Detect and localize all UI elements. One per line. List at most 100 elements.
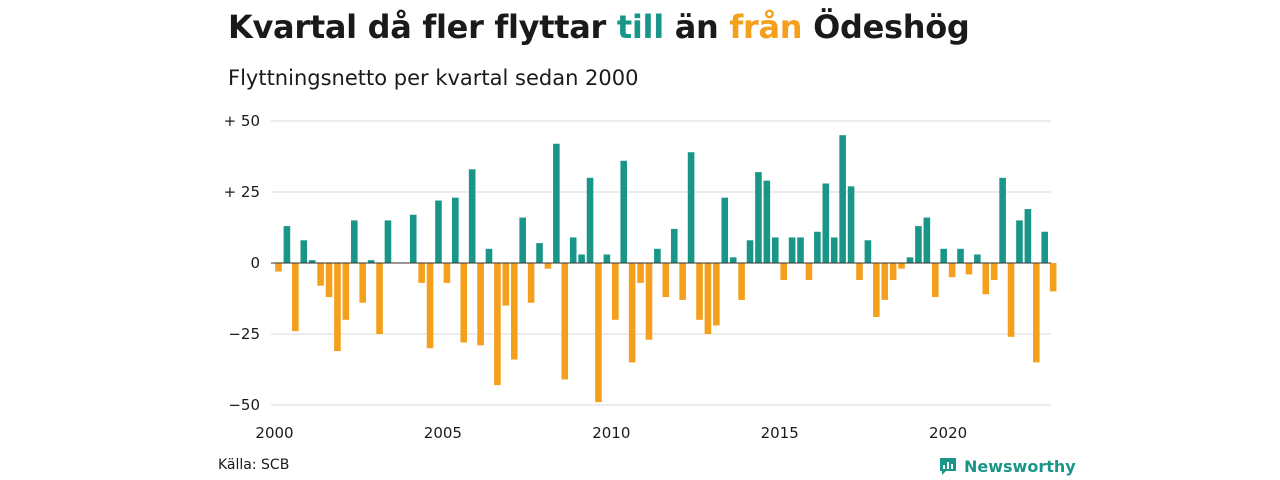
title-part-1: Kvartal då fler flyttar xyxy=(228,8,617,46)
bar xyxy=(729,257,737,263)
bar xyxy=(544,263,552,269)
bar xyxy=(317,263,324,286)
bar xyxy=(510,263,518,360)
bar xyxy=(738,263,745,300)
bar xyxy=(561,263,569,380)
y-tick-label: + 25 xyxy=(224,183,260,201)
bar xyxy=(350,220,358,263)
bar xyxy=(746,240,754,263)
bar xyxy=(620,160,628,263)
bar xyxy=(569,237,577,263)
bar xyxy=(814,231,821,263)
bar xyxy=(940,248,947,263)
bar xyxy=(645,263,653,340)
bar xyxy=(948,263,956,278)
bar xyxy=(999,177,1006,263)
bar xyxy=(1007,263,1015,337)
bar xyxy=(679,263,686,300)
bar xyxy=(797,237,804,263)
bar xyxy=(1049,263,1057,292)
grid-lines xyxy=(271,120,1051,406)
bar xyxy=(477,263,484,346)
bar xyxy=(982,263,990,295)
bar xyxy=(359,263,366,303)
chart-subtitle: Flyttningsnetto per kvartal sedan 2000 xyxy=(228,66,639,90)
x-tick-label: 2020 xyxy=(929,424,967,442)
bar xyxy=(771,237,779,263)
bar xyxy=(654,248,661,263)
bar xyxy=(788,237,796,263)
bar xyxy=(342,263,350,320)
bar xyxy=(805,263,813,281)
bar xyxy=(839,135,846,263)
bar xyxy=(830,237,838,263)
bar xyxy=(721,197,729,263)
bar xyxy=(957,248,964,263)
bar xyxy=(696,263,703,320)
y-tick-label: −50 xyxy=(228,396,260,414)
bar xyxy=(452,197,459,263)
bar xyxy=(334,263,341,352)
bar xyxy=(578,254,585,263)
title-part-2: än xyxy=(663,8,730,46)
bar xyxy=(889,263,897,281)
bar xyxy=(864,240,872,263)
bar xyxy=(553,143,560,263)
bar xyxy=(384,220,392,263)
bar xyxy=(536,243,543,263)
bar xyxy=(527,263,535,303)
bar xyxy=(670,228,678,263)
bar xyxy=(460,263,468,343)
bar xyxy=(881,263,889,300)
bar xyxy=(275,263,282,272)
axis-labels: + 50 + 25 0 −25 −50 2000 2005 2010 2015 2020 xyxy=(224,112,968,442)
bar xyxy=(1041,231,1049,263)
brand: Newsworthy xyxy=(938,456,1076,476)
y-tick-label: 0 xyxy=(250,254,260,272)
bar xyxy=(1016,220,1023,263)
bar xyxy=(662,263,670,298)
bar xyxy=(308,260,316,263)
bar xyxy=(435,200,442,263)
bar xyxy=(595,263,602,403)
x-tick-label: 2010 xyxy=(592,424,630,442)
bar xyxy=(376,263,383,334)
title-till: till xyxy=(616,8,664,46)
bar xyxy=(780,263,787,281)
bar xyxy=(990,263,998,281)
bar xyxy=(1024,209,1032,263)
bar xyxy=(612,263,619,320)
bar xyxy=(974,254,981,263)
bar xyxy=(494,263,501,386)
bar xyxy=(637,263,644,283)
bar xyxy=(603,254,611,263)
bar xyxy=(931,263,939,298)
bar xyxy=(755,172,762,263)
bar xyxy=(898,263,905,269)
bar xyxy=(915,226,922,263)
title-fran: från xyxy=(729,8,803,46)
bar xyxy=(763,180,771,263)
newsworthy-logo-icon xyxy=(940,458,956,475)
bar xyxy=(300,240,308,263)
bar xyxy=(687,152,695,263)
bar xyxy=(418,263,425,283)
title-part-3: Ödeshög xyxy=(802,8,970,46)
y-tick-label: + 50 xyxy=(224,112,260,130)
bar xyxy=(367,260,375,263)
bar xyxy=(906,257,914,263)
bar xyxy=(856,263,863,281)
bar xyxy=(325,263,333,298)
y-tick-label: −25 xyxy=(228,325,260,343)
x-tick-label: 2005 xyxy=(424,424,462,442)
brand-name: Newsworthy xyxy=(964,456,1076,476)
x-tick-label: 2000 xyxy=(255,424,293,442)
bar xyxy=(426,263,434,349)
bar xyxy=(409,214,417,263)
bar xyxy=(873,263,880,317)
bar xyxy=(704,263,712,334)
source-label: Källa: SCB xyxy=(218,457,290,473)
bar xyxy=(965,263,973,275)
bar xyxy=(443,263,451,283)
